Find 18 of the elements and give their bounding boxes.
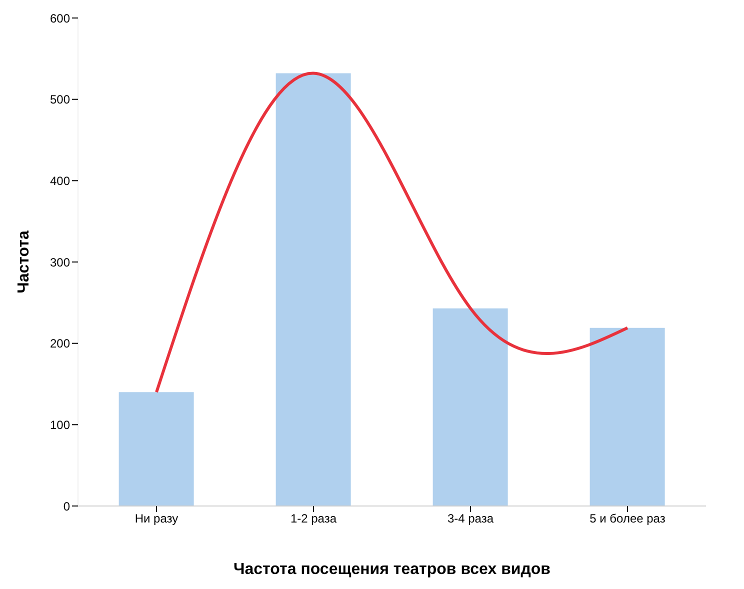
x-tick-label: Ни разу	[134, 512, 178, 526]
bar	[118, 392, 194, 506]
y-tick-label: 300	[50, 255, 70, 270]
y-tick-label: 0	[63, 499, 70, 514]
bar	[432, 308, 508, 506]
x-tick-label: 1-2 раза	[290, 512, 337, 526]
y-tick-label: 600	[50, 11, 70, 26]
y-tick-label: 100	[50, 418, 70, 432]
y-tick-label: 400	[50, 174, 70, 188]
x-tick-label: 5 и более раз	[590, 512, 666, 526]
bar	[276, 73, 351, 506]
y-tick-label: 500	[50, 92, 70, 107]
y-axis-title: Частота	[16, 230, 33, 294]
line-series	[155, 72, 629, 394]
x-axis-title: Частота посещения театров всех видов	[233, 561, 551, 578]
y-tick-label: 200	[50, 336, 70, 351]
x-tick-label: 3-4 раза	[447, 512, 494, 526]
bar	[590, 328, 665, 506]
